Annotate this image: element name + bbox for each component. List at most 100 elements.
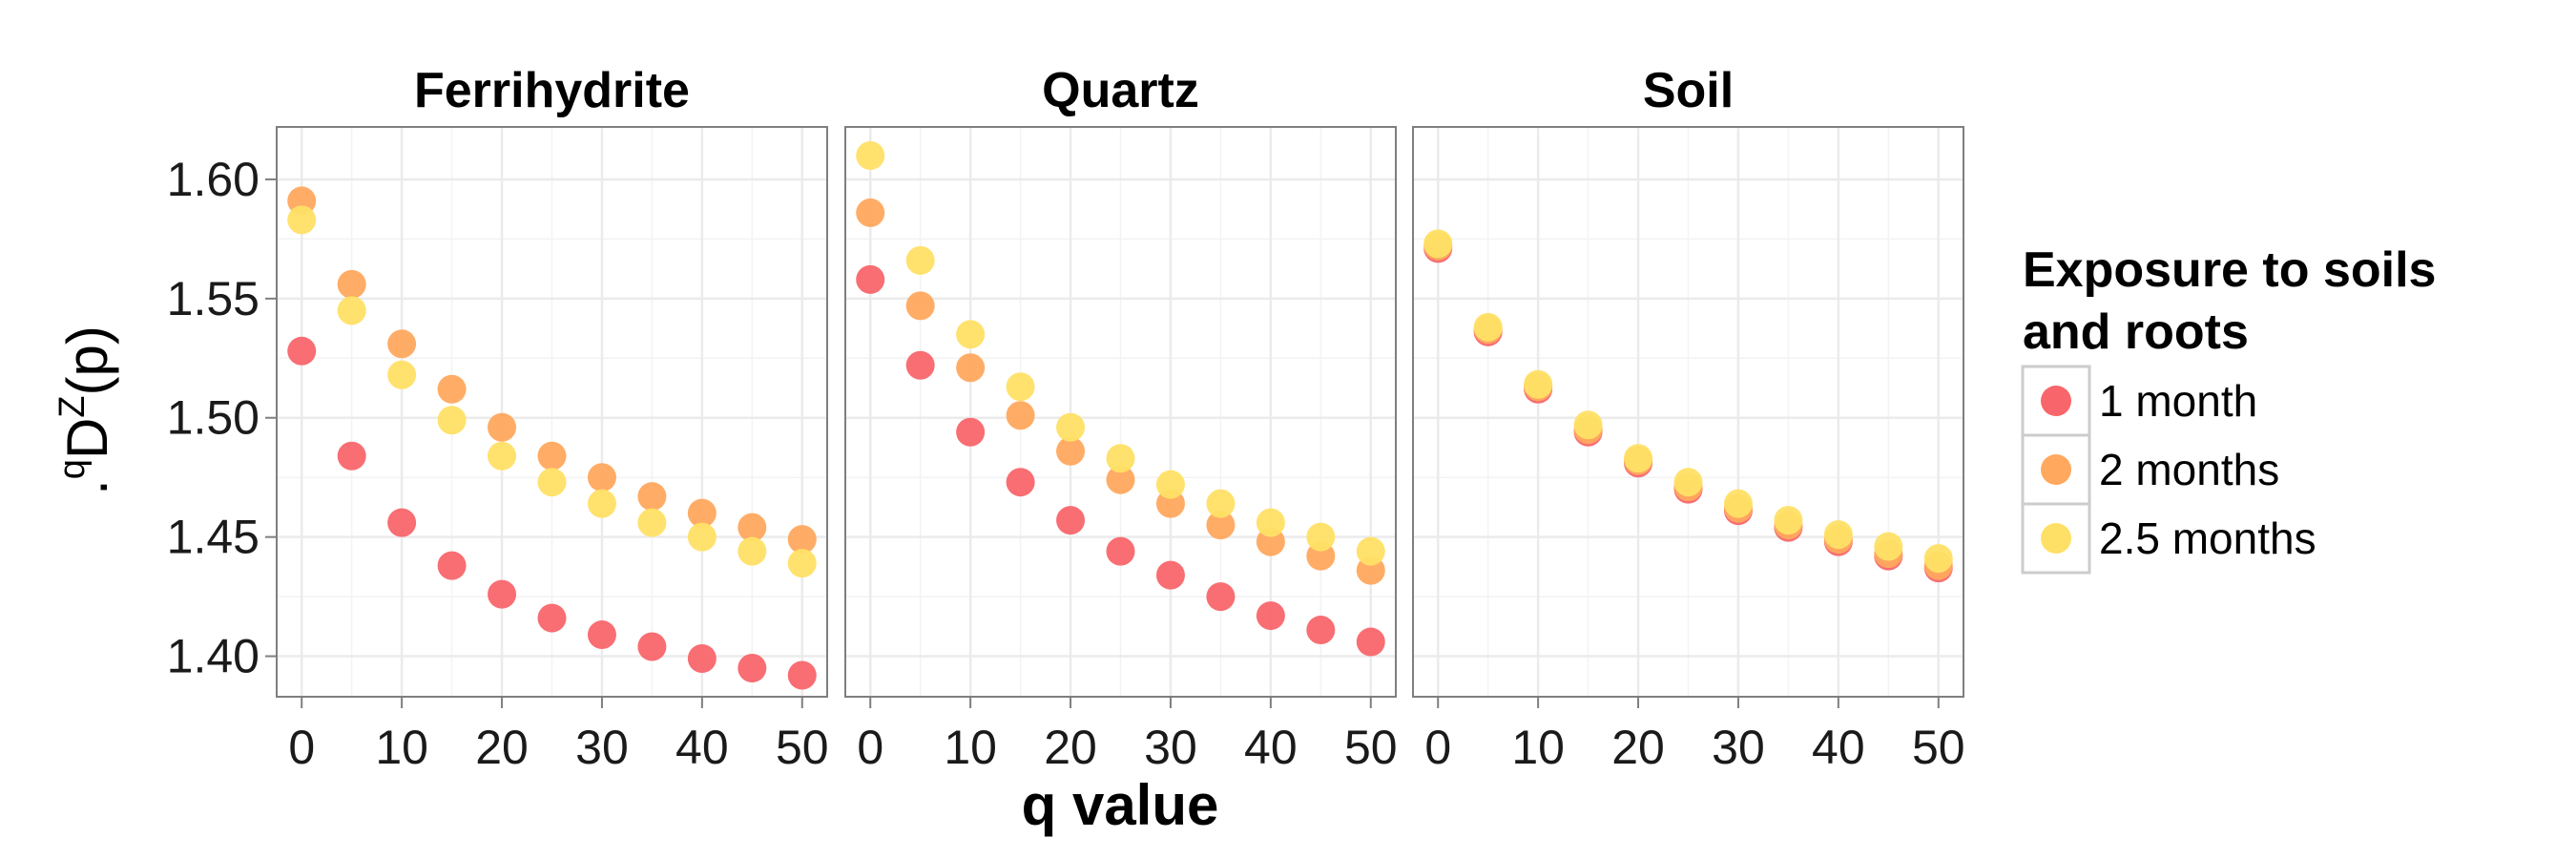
panel-border <box>1412 126 1964 698</box>
data-point-ferrihydrite-2-months <box>537 441 567 471</box>
data-point-ferrihydrite-2-months <box>488 412 517 442</box>
y-axis-title-sup-q: q <box>52 459 93 479</box>
data-point-quartz-2-5-months <box>1155 470 1185 499</box>
data-point-soil-2-5-months <box>1573 410 1603 440</box>
x-tick-label: 10 <box>944 721 997 774</box>
y-axis-title-base: D <box>55 418 119 459</box>
data-point-ferrihydrite-1-month <box>287 336 317 366</box>
y-axis-title-sup-z: Z <box>52 395 93 417</box>
data-point-ferrihydrite-2-months <box>687 498 717 528</box>
data-point-ferrihydrite-2-5-months <box>587 489 616 518</box>
data-point-quartz-2-months <box>1006 401 1035 430</box>
data-point-soil-2-5-months <box>1823 520 1853 550</box>
data-point-quartz-1-month <box>905 350 935 380</box>
data-point-quartz-2-5-months <box>956 320 986 349</box>
x-tick-label: 0 <box>288 721 315 774</box>
data-point-ferrihydrite-1-month <box>687 644 717 674</box>
x-tick-label: 20 <box>475 721 529 774</box>
x-tick-label: 40 <box>1244 721 1298 774</box>
legend-key-marker <box>2041 454 2071 485</box>
y-axis-title-prefix: . <box>55 479 119 495</box>
data-point-quartz-2-5-months <box>1106 444 1135 473</box>
y-tick-label: 1.60 <box>167 153 260 206</box>
panel-quartz: Quartz <box>844 63 1397 698</box>
legend-key-marker <box>2041 386 2071 416</box>
data-point-soil-2-5-months <box>1473 312 1503 342</box>
data-point-ferrihydrite-1-month <box>737 654 767 683</box>
y-tick-label: 1.50 <box>167 391 260 445</box>
legend-item-2-5-months: 2.5 months <box>2021 502 2316 575</box>
data-point-quartz-1-month <box>856 264 885 294</box>
data-point-quartz-2-5-months <box>1356 536 1385 566</box>
data-point-quartz-2-months <box>1106 465 1135 494</box>
y-tick-label: 1.45 <box>167 511 260 564</box>
data-point-quartz-1-month <box>1056 506 1086 535</box>
x-tick-label: 0 <box>1424 721 1451 774</box>
panel-soil: Soil <box>1412 63 1964 698</box>
data-point-quartz-2-5-months <box>1006 372 1035 402</box>
data-point-ferrihydrite-1-month <box>587 620 616 650</box>
x-tick-label: 0 <box>857 721 883 774</box>
x-tick-label: 10 <box>375 721 428 774</box>
data-point-ferrihydrite-2-months <box>587 463 616 492</box>
facet-title-quartz: Quartz <box>1042 63 1199 118</box>
y-tick-label: 1.55 <box>167 272 260 325</box>
data-point-quartz-1-month <box>1256 601 1285 631</box>
data-point-soil-2-5-months <box>1624 444 1653 473</box>
y-axis-title-suffix: (p) <box>55 325 119 395</box>
legend-label: 1 month <box>2099 376 2257 426</box>
x-tick-label: 50 <box>1912 721 1965 774</box>
data-point-quartz-2-months <box>1056 436 1086 466</box>
x-tick-label: 30 <box>1144 721 1197 774</box>
data-point-quartz-2-5-months <box>905 245 935 275</box>
legend-title-line-2: and roots <box>2023 304 2249 360</box>
legend-item-1-month: 1 month <box>2021 365 2257 437</box>
panel-ferrihydrite: Ferrihydrite <box>276 63 828 698</box>
x-tick-label: 40 <box>1812 721 1865 774</box>
data-point-ferrihydrite-2-months <box>337 269 366 299</box>
data-point-quartz-2-5-months <box>1206 489 1236 518</box>
x-tick-label: 50 <box>1344 721 1398 774</box>
data-point-ferrihydrite-1-month <box>437 551 467 580</box>
data-point-ferrihydrite-2-5-months <box>488 441 517 471</box>
data-point-ferrihydrite-2-5-months <box>737 536 767 566</box>
data-point-ferrihydrite-2-5-months <box>637 508 667 537</box>
data-point-quartz-1-month <box>1006 468 1035 497</box>
x-tick-label: 30 <box>1712 721 1765 774</box>
data-point-ferrihydrite-1-month <box>637 632 667 661</box>
y-tick-label: 1.40 <box>167 630 260 683</box>
data-point-quartz-1-month <box>1106 536 1135 566</box>
data-point-quartz-2-5-months <box>1056 412 1086 442</box>
data-point-soil-2-5-months <box>1874 532 1903 561</box>
axes: 0 10 20 30 40 50 0 10 20 30 40 50 0 10 20 30 40 50 1.40 1.4… <box>167 153 1965 774</box>
data-point-quartz-2-months <box>856 198 885 227</box>
data-point-ferrihydrite-1-month <box>537 603 567 633</box>
data-point-soil-2-5-months <box>1524 369 1553 399</box>
data-point-ferrihydrite-2-months <box>787 525 817 555</box>
x-tick-label: 30 <box>575 721 629 774</box>
data-point-ferrihydrite-2-months <box>437 374 467 404</box>
data-point-quartz-2-5-months <box>1256 508 1285 537</box>
legend-item-2-months: 2 months <box>2021 433 2279 506</box>
x-tick-label: 10 <box>1511 721 1565 774</box>
facet-title-ferrihydrite: Ferrihydrite <box>414 63 690 118</box>
panel-border <box>276 126 828 698</box>
x-tick-label: 40 <box>675 721 729 774</box>
data-point-ferrihydrite-2-5-months <box>437 406 467 435</box>
data-point-ferrihydrite-1-month <box>387 508 417 537</box>
data-point-ferrihydrite-1-month <box>488 579 517 609</box>
data-point-quartz-2-months <box>905 291 935 321</box>
data-point-ferrihydrite-2-months <box>637 482 667 512</box>
facet-title-soil: Soil <box>1643 63 1734 118</box>
data-point-ferrihydrite-2-months <box>737 513 767 542</box>
x-tick-label: 20 <box>1044 721 1097 774</box>
data-point-ferrihydrite-2-5-months <box>787 549 817 578</box>
data-point-quartz-2-months <box>956 353 986 383</box>
data-point-soil-2-5-months <box>1723 489 1753 518</box>
svg-text:.qDZ(p): .qDZ(p) <box>52 325 119 495</box>
legend-title-line-1: Exposure to soils <box>2023 242 2436 298</box>
data-point-quartz-1-month <box>1155 560 1185 590</box>
x-axis-title: q value <box>1022 773 1219 837</box>
data-point-soil-2-5-months <box>1923 544 1953 574</box>
